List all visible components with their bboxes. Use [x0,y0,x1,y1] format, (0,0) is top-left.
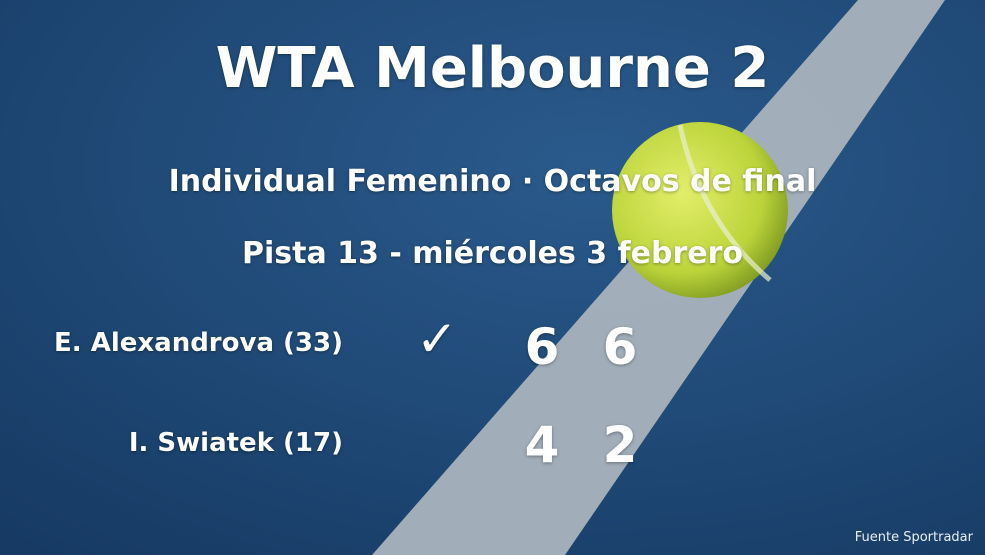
player-name: E. Alexandrova (33) [54,328,343,358]
set-score: 6 [524,318,560,376]
set-score: 4 [524,416,560,474]
set-score: 6 [602,318,638,376]
set-score: 2 [602,416,638,474]
venue-date: Pista 13 - miércoles 3 febrero [242,236,743,271]
page-title: WTA Melbourne 2 [215,36,770,101]
checkmark-icon: ✓ [416,310,458,368]
source-credit: Fuente Sportradar [854,530,973,545]
round-subtitle: Individual Femenino · Octavos de final [168,164,817,199]
player-name: I. Swiatek (17) [128,428,343,458]
